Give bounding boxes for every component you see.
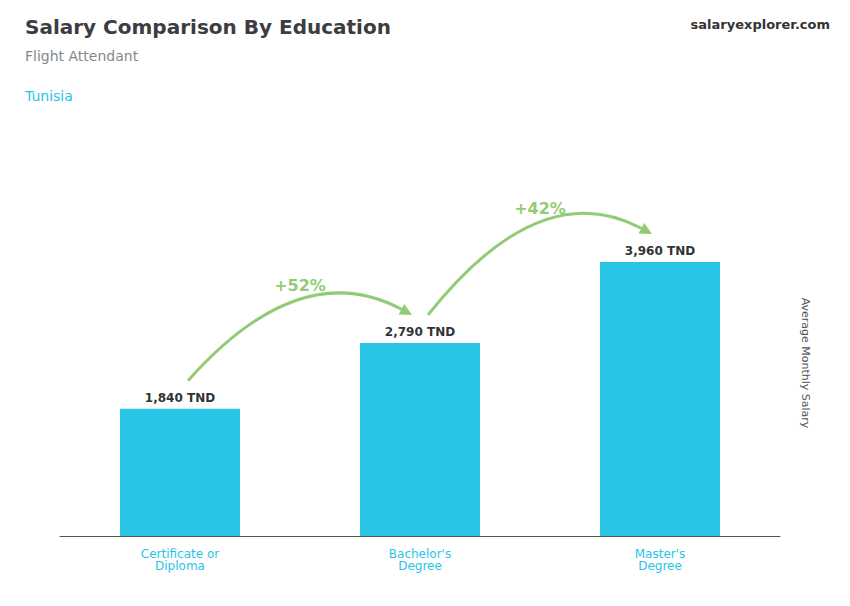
svg-text:Degree: Degree [398,559,442,573]
svg-text:salaryexplorer.com: salaryexplorer.com [691,17,830,32]
svg-text:Master's: Master's [634,547,686,561]
svg-text:Certificate or: Certificate or [140,547,220,561]
svg-text:Degree: Degree [638,559,682,573]
svg-text:Flight Attendant: Flight Attendant [25,48,139,64]
svg-text:Diploma: Diploma [155,559,205,573]
svg-text:+52%: +52% [274,276,326,295]
svg-text:Average Monthly Salary: Average Monthly Salary [799,298,812,429]
svg-text:Bachelor's: Bachelor's [388,547,452,561]
svg-text:+42%: +42% [514,199,566,218]
svg-text:Tunisia: Tunisia [24,88,73,104]
svg-text:1,840 TND: 1,840 TND [145,391,215,405]
svg-text:Salary Comparison By Education: Salary Comparison By Education [25,15,391,39]
svg-text:2,790 TND: 2,790 TND [385,325,455,339]
svg-text:3,960 TND: 3,960 TND [625,244,695,258]
